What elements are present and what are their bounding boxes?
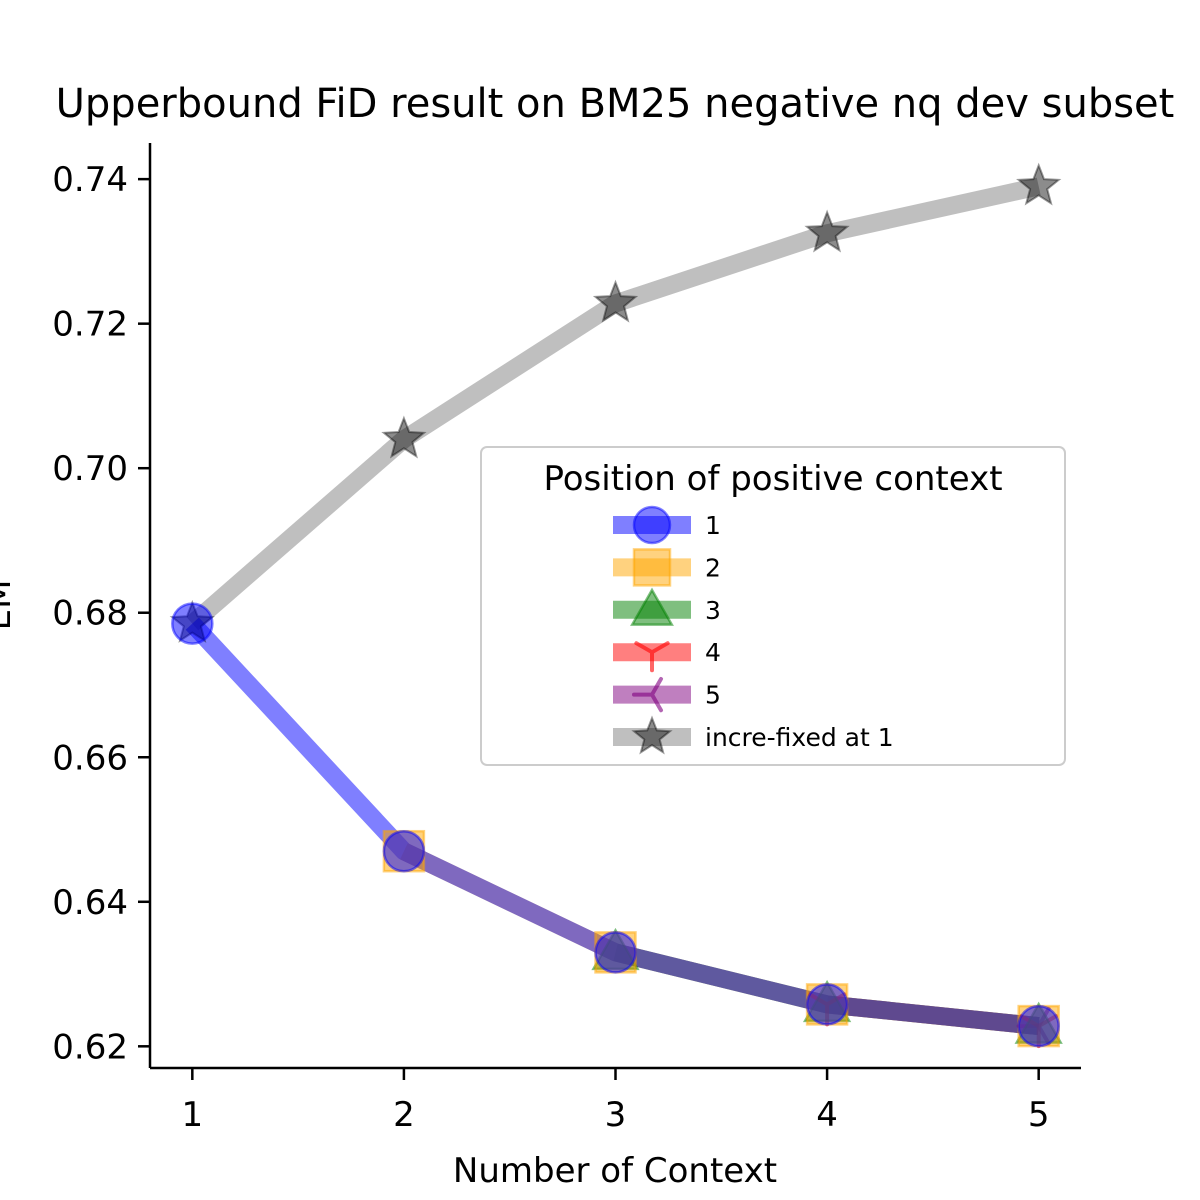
chart-title: Upperbound FiD result on BM25 negative n… <box>56 81 1175 127</box>
legend: Position of positive context 1 2 3 4 5 incre-… <box>480 446 1066 766</box>
y-axis-label: EM <box>0 580 19 631</box>
legend-label: 5 <box>705 681 721 710</box>
legend-marker-incre-fixed-at-1 <box>631 715 673 755</box>
y-tick-label: 0.64 <box>52 883 128 923</box>
x-tick-label: 4 <box>816 1095 838 1135</box>
legend-title: Position of positive context <box>543 459 1002 499</box>
series-line-incre-fixed-at-1 <box>186 177 1041 631</box>
legend-label: incre-fixed at 1 <box>705 723 894 752</box>
data-point-1-2 <box>382 829 426 873</box>
y-tick-label: 0.62 <box>52 1027 128 1067</box>
x-tick-label: 5 <box>1028 1095 1050 1135</box>
legend-marker-2 <box>632 548 672 587</box>
legend-marker-1 <box>632 505 672 545</box>
data-point-1-4 <box>805 983 849 1026</box>
legend-entry-4: 4 <box>613 638 721 673</box>
legend-label: 3 <box>705 596 721 625</box>
x-tick-label: 2 <box>393 1095 415 1135</box>
legend-entry-1: 1 <box>613 505 721 545</box>
legend-marker-5 <box>632 676 663 713</box>
data-point-1-5 <box>1017 1004 1060 1048</box>
y-tick-label: 0.72 <box>52 305 128 345</box>
legend-entries: 1 2 3 4 5 incre-fixed at 1 <box>613 505 894 755</box>
data-point-incre-fixed-at-1-2 <box>381 415 427 459</box>
legend-entry-5: 5 <box>613 676 721 713</box>
legend-entry-incre-fixed-at-1: incre-fixed at 1 <box>613 715 894 755</box>
data-point-incre-fixed-at-1-3 <box>592 279 639 323</box>
legend-label: 1 <box>705 511 721 540</box>
data-point-1-3 <box>594 931 637 974</box>
legend-marker-4 <box>634 641 670 673</box>
y-tick-label: 0.70 <box>52 449 128 489</box>
series-layer <box>169 162 1063 1049</box>
ticks-layer: 0.62 0.64 0.66 0.68 0.70 0.72 0.74 1 2 3 4 5 <box>52 160 1049 1135</box>
y-tick-label: 0.74 <box>52 160 128 200</box>
x-tick-label: 1 <box>181 1095 203 1135</box>
legend-entry-3: 3 <box>613 587 721 626</box>
data-point-incre-fixed-at-1-4 <box>804 209 850 253</box>
legend-label: 2 <box>705 553 721 582</box>
legend-marker-3 <box>630 587 674 626</box>
x-tick-label: 3 <box>605 1095 627 1135</box>
data-point-incre-fixed-at-1-5 <box>1016 162 1062 206</box>
series-line-2 <box>400 843 1040 1036</box>
x-axis-label: Number of Context <box>453 1151 777 1191</box>
legend-label: 4 <box>705 638 721 667</box>
legend-entry-2: 2 <box>613 548 721 587</box>
y-tick-label: 0.68 <box>52 594 128 634</box>
data-point-1-1 <box>171 602 214 645</box>
y-tick-label: 0.66 <box>52 738 128 778</box>
